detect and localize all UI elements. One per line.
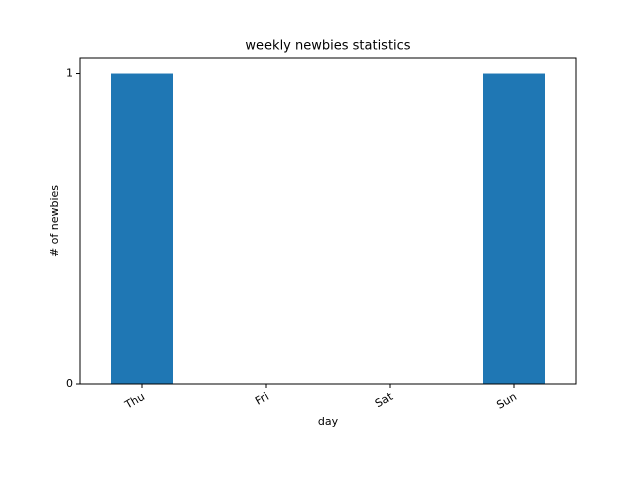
y-tick-label: 0 <box>66 377 73 390</box>
x-tick-label: Fri <box>253 390 271 408</box>
chart-title: weekly newbies statistics <box>245 39 410 54</box>
plot-frame <box>79 57 577 385</box>
y-axis-label: # of newbies <box>48 185 61 257</box>
x-axis-label: day <box>318 415 339 428</box>
bar <box>483 73 545 385</box>
y-tick-label: 1 <box>66 67 73 80</box>
bar <box>111 73 173 385</box>
